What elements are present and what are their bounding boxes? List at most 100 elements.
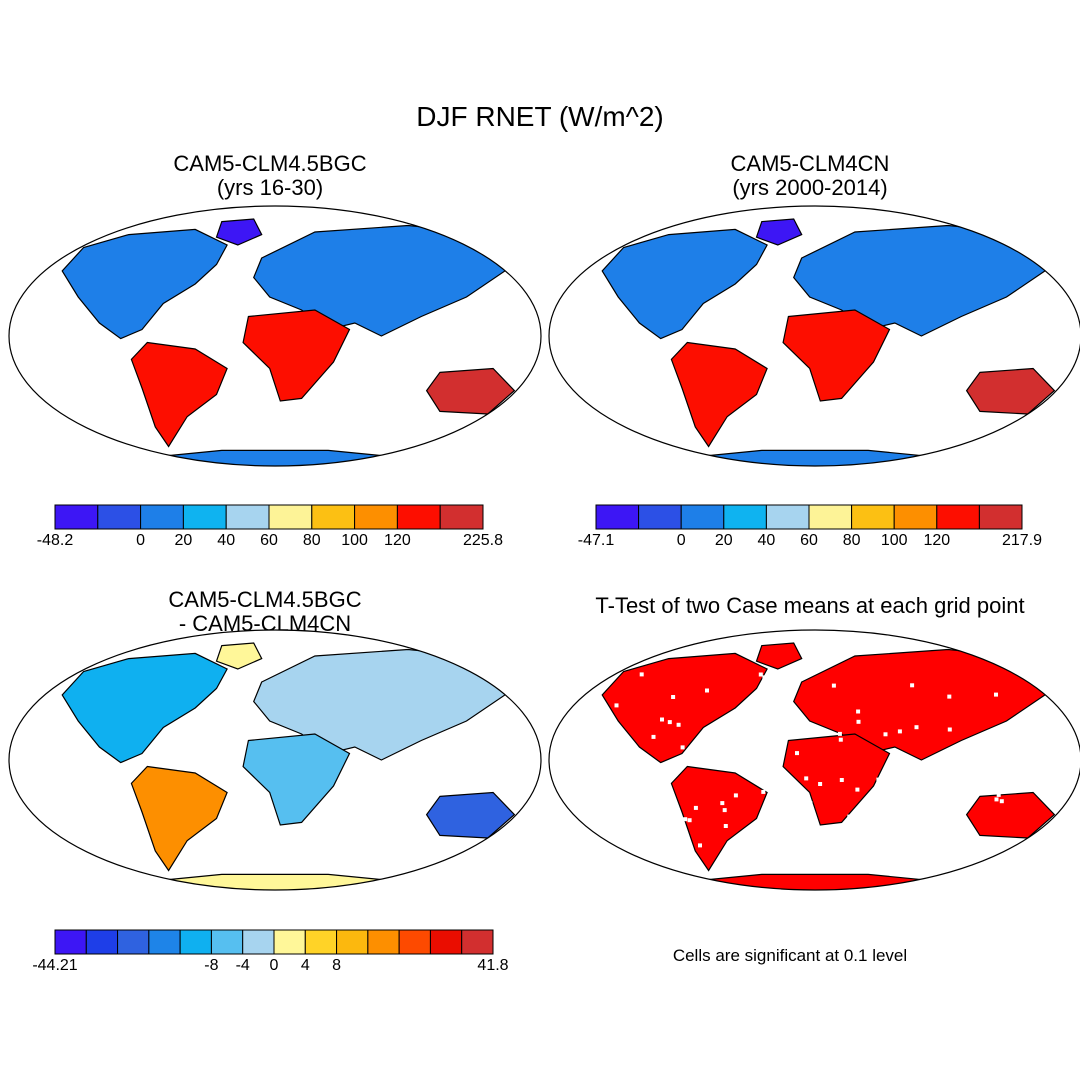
p3-globe-border xyxy=(8,629,542,891)
p4-nonsig-cell xyxy=(667,720,672,725)
cb-p2-max-label: 217.9 xyxy=(1002,532,1042,549)
cb-p1-min-label: -48.2 xyxy=(37,532,74,549)
p4-nonsig-cell xyxy=(676,722,681,727)
p4-nonsig-cell xyxy=(651,734,656,739)
p4-nonsig-cell xyxy=(791,724,796,729)
cb-p2-tick-label: 80 xyxy=(843,532,861,549)
p4-nonsig-cell xyxy=(758,672,763,677)
p4-nonsig-cell xyxy=(949,842,954,847)
cb-p3-swatch xyxy=(461,929,494,955)
cb-p2-swatch xyxy=(851,504,895,530)
cb-p1-swatch xyxy=(439,504,484,530)
cb-p1-tick-label: 40 xyxy=(217,532,235,549)
p4-nonsig-cell xyxy=(780,674,785,679)
p4-nonsig-cell xyxy=(602,758,607,763)
panel3-colorbar: -44.21 41.8 -8 -4 0 4 8 xyxy=(32,929,509,974)
p4-nonsig-cell xyxy=(781,719,785,724)
cb-p1-swatch xyxy=(354,504,398,530)
p4-nonsig-cell xyxy=(947,727,952,732)
p4-nonsig-cell xyxy=(687,818,692,823)
panel3-title: CAM5-CLM4.5BGC - CAM5-CLM4CN xyxy=(85,588,445,636)
p4-nonsig-cell xyxy=(730,755,735,760)
p3-land xyxy=(61,642,516,890)
cb-p3-max-label: 41.8 xyxy=(477,957,508,974)
cb-p2-swatch xyxy=(978,504,1023,530)
p4-nonsig-cell xyxy=(847,814,852,819)
cb-p3-swatch xyxy=(117,929,150,955)
panel2-title-line2: (yrs 2000-2014) xyxy=(732,175,888,200)
cb-p3-swatch xyxy=(54,929,87,955)
p4-nonsig-cell xyxy=(640,777,645,782)
cb-p1-swatch xyxy=(97,504,142,530)
p4-nonsig-cell xyxy=(741,742,746,747)
cb-p1-tick-label: 60 xyxy=(260,532,278,549)
cb-p2-swatch xyxy=(595,504,640,530)
p4-nonsig-cell xyxy=(897,804,901,809)
p4-nonsig-cell xyxy=(698,843,702,848)
p4-nonsig-cell xyxy=(642,830,647,835)
cb-p2-swatch xyxy=(765,504,810,530)
panel1-title-line1: CAM5-CLM4.5BGC xyxy=(173,151,367,176)
p4-nonsig-cell xyxy=(1015,720,1020,724)
p4-nonsig-cell xyxy=(947,694,952,699)
p4-nonsig-cell xyxy=(609,776,614,781)
p4-nonsig-cell xyxy=(856,719,861,724)
p4-nonsig-cell xyxy=(602,669,607,673)
cb-p2-swatch xyxy=(936,504,980,530)
p4-nonsig-cell xyxy=(818,782,823,786)
p4-nonsig-cell xyxy=(790,693,795,698)
p4-nonsig-cell xyxy=(855,787,860,792)
p4-nonsig-cell xyxy=(621,774,625,779)
p2-north-america xyxy=(601,228,768,340)
p4-nonsig-cell xyxy=(929,791,934,796)
cb-p3-swatch xyxy=(242,929,275,955)
p4-nonsig-cell xyxy=(626,823,631,828)
p4-nonsig-cell xyxy=(925,770,930,775)
p2-greenland xyxy=(755,218,803,246)
cb-p3-swatch xyxy=(336,929,369,955)
p3-north-america xyxy=(61,652,228,764)
p4-nonsig-cell xyxy=(762,675,767,680)
cb-p3-swatch xyxy=(148,929,181,955)
cb-p3-tick-label: -8 xyxy=(204,957,218,974)
p4-nonsig-cell xyxy=(831,683,836,688)
p4-nonsig-cell xyxy=(723,824,728,828)
p4-nonsig-cell xyxy=(635,844,640,849)
p4-nonsig-cell xyxy=(883,732,888,737)
p4-nonsig-cell xyxy=(722,808,727,813)
cb-p1-tick-label: 100 xyxy=(341,532,368,549)
p4-nonsig-cell xyxy=(637,773,642,778)
cb-p3-swatch xyxy=(304,929,338,955)
p4-nonsig-cell xyxy=(662,777,667,781)
panel3-title-line1: CAM5-CLM4.5BGC xyxy=(168,587,362,612)
panel1-map xyxy=(8,205,542,467)
p4-nonsig-cell xyxy=(868,838,873,843)
cb-p1-swatch xyxy=(182,504,227,530)
cb-p1-tick-label: 120 xyxy=(384,532,411,549)
cb-p3-tick-label: 0 xyxy=(270,957,279,974)
cb-p2-min-label: -47.1 xyxy=(578,532,615,549)
p1-globe-border xyxy=(8,205,542,467)
p1-land xyxy=(61,218,516,466)
p4-greenland xyxy=(755,642,803,670)
p4-nonsig-cell xyxy=(705,688,709,693)
cb-p3-tick-label: -4 xyxy=(236,957,250,974)
p4-nonsig-cell xyxy=(910,683,915,688)
panel2-map xyxy=(548,205,1080,467)
p4-nonsig-cell xyxy=(994,797,999,802)
p4-nonsig-cell xyxy=(675,840,680,845)
p4-nonsig-cell xyxy=(1025,716,1030,720)
panel1-title-line2: (yrs 16-30) xyxy=(216,175,324,200)
p4-nonsig-cell xyxy=(941,815,945,820)
p4-nonsig-cell xyxy=(742,713,747,718)
p4-nonsig-cell xyxy=(1021,731,1026,735)
p4-nonsig-cell xyxy=(774,676,779,681)
p2-land xyxy=(601,218,1056,466)
panel2-title-line1: CAM5-CLM4CN xyxy=(730,151,890,176)
p4-nonsig-cell xyxy=(754,850,759,855)
p4-nonsig-cell xyxy=(1019,735,1024,740)
p4-nonsig-cell xyxy=(672,760,677,765)
cb-p1-max-label: 225.8 xyxy=(463,532,503,549)
cb-p3-swatch xyxy=(85,929,119,955)
